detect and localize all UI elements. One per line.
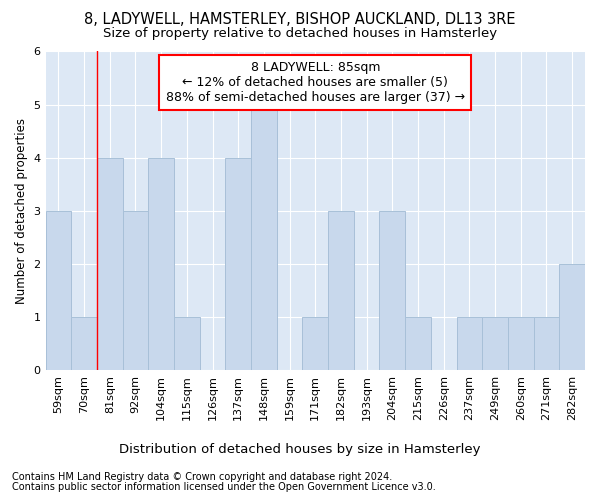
Bar — [302, 317, 328, 370]
Bar — [122, 211, 148, 370]
Y-axis label: Number of detached properties: Number of detached properties — [15, 118, 28, 304]
Text: Distribution of detached houses by size in Hamsterley: Distribution of detached houses by size … — [119, 442, 481, 456]
Bar — [328, 211, 354, 370]
Bar — [226, 158, 251, 370]
Bar — [71, 317, 97, 370]
Bar — [405, 317, 431, 370]
Bar — [482, 317, 508, 370]
Bar — [251, 104, 277, 370]
Bar — [174, 317, 200, 370]
Bar — [46, 211, 71, 370]
Bar — [508, 317, 533, 370]
Bar — [379, 211, 405, 370]
Bar — [148, 158, 174, 370]
Bar — [533, 317, 559, 370]
Bar — [559, 264, 585, 370]
Text: Contains public sector information licensed under the Open Government Licence v3: Contains public sector information licen… — [12, 482, 436, 492]
Bar — [97, 158, 122, 370]
Bar — [457, 317, 482, 370]
Text: Size of property relative to detached houses in Hamsterley: Size of property relative to detached ho… — [103, 28, 497, 40]
Text: Contains HM Land Registry data © Crown copyright and database right 2024.: Contains HM Land Registry data © Crown c… — [12, 472, 392, 482]
Text: 8, LADYWELL, HAMSTERLEY, BISHOP AUCKLAND, DL13 3RE: 8, LADYWELL, HAMSTERLEY, BISHOP AUCKLAND… — [84, 12, 516, 28]
Text: 8 LADYWELL: 85sqm
← 12% of detached houses are smaller (5)
88% of semi-detached : 8 LADYWELL: 85sqm ← 12% of detached hous… — [166, 61, 465, 104]
